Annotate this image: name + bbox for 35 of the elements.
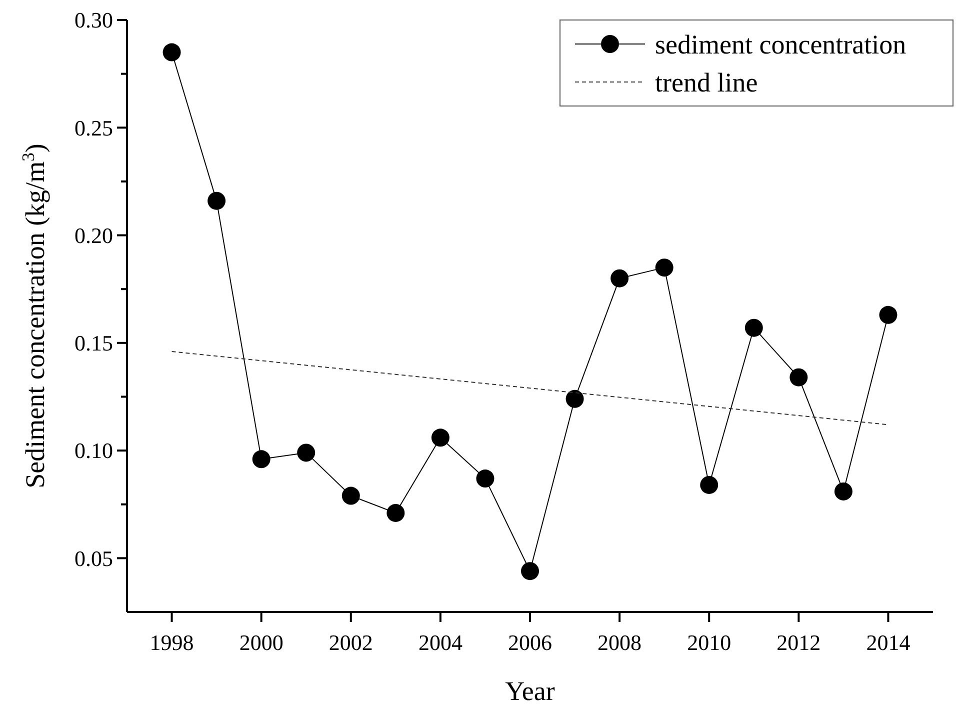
x-tick-label: 2008 bbox=[598, 630, 642, 655]
point bbox=[700, 476, 718, 494]
y-tick-label: 0.05 bbox=[74, 546, 113, 571]
y-tick-label: 0.30 bbox=[74, 8, 113, 33]
point bbox=[655, 258, 674, 277]
x-tick-label: 1998 bbox=[150, 630, 194, 655]
point bbox=[342, 486, 360, 505]
legend-label: trend line bbox=[655, 67, 758, 98]
x-tick-label: 2000 bbox=[239, 630, 284, 655]
y-tick-label: 0.25 bbox=[74, 115, 113, 140]
point bbox=[790, 368, 808, 386]
y-tick-label: 0.15 bbox=[74, 330, 113, 356]
point bbox=[610, 269, 629, 288]
x-tick-label: 2006 bbox=[508, 630, 552, 655]
y-tick-label: 0.20 bbox=[74, 222, 113, 248]
point bbox=[208, 192, 226, 210]
x-tick-label: 2012 bbox=[776, 630, 821, 655]
y-tick-label: 0.10 bbox=[74, 438, 113, 464]
point bbox=[834, 482, 852, 500]
legend-label: sediment concentration bbox=[655, 29, 907, 60]
point bbox=[431, 428, 450, 447]
point bbox=[476, 470, 494, 488]
point bbox=[252, 450, 270, 468]
x-tick-label: 2002 bbox=[328, 630, 373, 655]
point bbox=[386, 504, 405, 522]
x-tick-label: 2004 bbox=[418, 630, 462, 655]
point bbox=[566, 390, 584, 408]
point bbox=[162, 43, 181, 62]
x-axis-title: Year bbox=[505, 676, 555, 706]
point bbox=[297, 444, 316, 462]
point bbox=[879, 306, 898, 324]
point bbox=[521, 562, 539, 580]
point bbox=[744, 318, 763, 337]
x-tick-label: 2010 bbox=[687, 630, 732, 655]
x-tick-label: 2014 bbox=[866, 630, 910, 655]
